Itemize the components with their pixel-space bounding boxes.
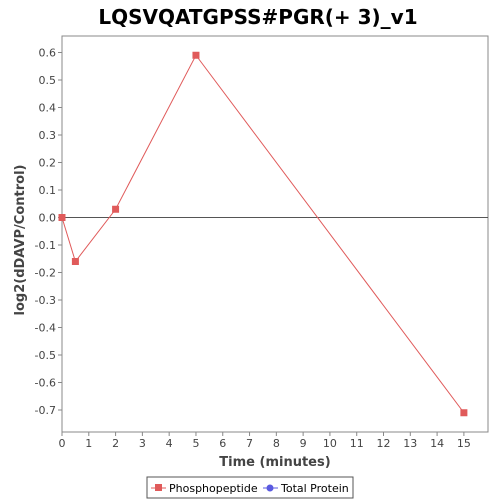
x-tick-label: 11 (350, 437, 364, 450)
legend-marker-phosphopeptide (155, 484, 162, 491)
data-point (460, 409, 468, 417)
legend: Phosphopeptide Total Protein (146, 476, 354, 499)
x-tick-label: 14 (430, 437, 444, 450)
data-point (71, 258, 79, 265)
y-tick-label: -0.3 (35, 294, 56, 307)
y-tick-label: 0.4 (39, 102, 57, 115)
x-tick-label: 0 (59, 437, 66, 450)
y-tick-label: 0.6 (39, 47, 57, 60)
x-tick-label: 13 (403, 437, 417, 450)
legend-label-phosphopeptide: Phosphopeptide (169, 482, 258, 495)
y-tick-label: 0.3 (39, 129, 57, 142)
x-tick-label: 4 (166, 437, 173, 450)
x-tick-label: 12 (377, 437, 391, 450)
x-tick-label: 2 (112, 437, 119, 450)
y-tick-label: -0.2 (35, 267, 56, 280)
legend-box (146, 476, 354, 499)
series-layer (58, 51, 468, 417)
y-tick-label: 0.5 (39, 74, 57, 87)
y-axis: 0.6 0.5 0.4 0.3 0.2 0.1 0.0 -0.1 -0.2 -0.3 -0.4 -0.… (35, 47, 62, 417)
x-tick-label: 1 (85, 437, 92, 450)
y-tick-label: 0.1 (39, 184, 57, 197)
x-tick-label: 3 (139, 437, 146, 450)
y-tick-label: -0.1 (35, 239, 56, 252)
y-tick-label: -0.7 (35, 404, 56, 417)
data-point (112, 205, 120, 213)
chart-title: LQSVQATGPSS#PGR(+ 3)_v1 (98, 5, 417, 29)
legend-marker-total-protein (266, 484, 274, 492)
x-axis-label: Time (minutes) (219, 455, 330, 470)
x-tick-label: 6 (219, 437, 226, 450)
y-tick-label: 0.0 (39, 212, 57, 225)
x-tick-label: 5 (192, 437, 199, 450)
y-tick-label: -0.4 (35, 322, 56, 335)
x-tick-label: 9 (300, 437, 307, 450)
data-point (192, 51, 200, 59)
plot-area (61, 35, 489, 433)
y-tick-label: -0.5 (35, 349, 56, 362)
x-tick-label: 7 (246, 437, 253, 450)
data-point (58, 214, 66, 221)
x-axis: 0 1 2 3 4 5 6 7 8 9 10 11 12 13 14 15 (59, 432, 471, 450)
legend-label-total-protein: Total Protein (280, 482, 349, 495)
x-tick-label: 10 (323, 437, 337, 450)
y-axis-label: log2(dDAVP/Control) (13, 165, 28, 316)
x-tick-label: 8 (273, 437, 280, 450)
x-tick-label: 15 (457, 437, 471, 450)
y-tick-label: -0.6 (35, 377, 56, 390)
y-tick-label: 0.2 (39, 157, 57, 170)
